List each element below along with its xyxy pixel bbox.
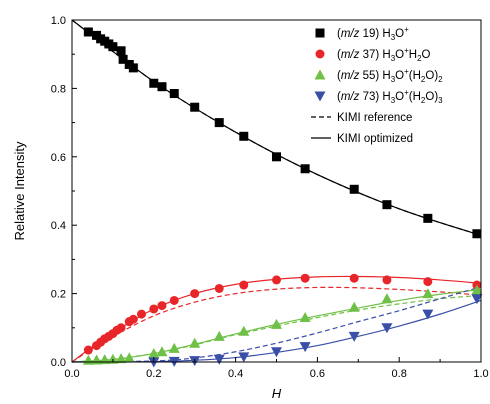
axis-ticks — [71, 19, 482, 363]
axis-tick-labels: 0.0 0.2 0.4 0.6 0.8 1.0 0.0 0.2 0.4 0.6 0.8 1.0 — [51, 15, 489, 380]
series-2-data-point — [148, 347, 160, 358]
y-tick-label: 0.2 — [51, 289, 66, 301]
series-2-data-point — [115, 353, 127, 364]
legend-marker-0 — [315, 28, 325, 38]
series-3-data-point — [238, 352, 250, 363]
series-2-data-point — [156, 346, 168, 357]
y-tick-label: 0.6 — [51, 152, 66, 164]
series-1-data-point — [214, 283, 224, 293]
series-3-data-point — [381, 323, 393, 334]
series-0-data-point — [472, 229, 482, 239]
series-1-data-point — [137, 309, 147, 319]
series-0-data-point — [116, 46, 126, 56]
series-0-data-point — [300, 164, 310, 174]
x-tick-label: 0.4 — [228, 368, 243, 380]
series-0-optimized-curve — [71, 19, 482, 237]
y-tick-label: 1.0 — [51, 15, 66, 27]
series-2-data-point — [471, 284, 483, 295]
y-tick-label: 0.8 — [51, 83, 66, 95]
legend-label-0: (m/z 19) H3O+ — [337, 25, 409, 42]
y-axis-title: Relative Intensity — [12, 141, 27, 240]
series-2-data-point — [213, 330, 225, 341]
series-0-reference-curve — [71, 19, 482, 237]
series-3-data-point — [299, 342, 311, 353]
series-2-data-point — [107, 353, 119, 364]
series-3-data-point — [271, 347, 282, 358]
series-0-data-point — [423, 213, 433, 223]
series-3-optimized-curve — [71, 299, 482, 363]
legend-marker-3 — [314, 91, 326, 102]
series-1-data-point — [239, 280, 249, 290]
series-2-data-point — [168, 342, 180, 353]
series-0-data-point — [214, 118, 224, 128]
legend-label-2: (m/z 55) H3O+(H2O)2 — [337, 67, 443, 84]
series-1-data-point — [349, 273, 359, 283]
x-axis-title: H — [272, 386, 282, 401]
series-0-data-point — [239, 131, 249, 141]
series-1-data-point — [300, 273, 310, 283]
x-tick-label: 0.2 — [146, 368, 161, 380]
x-tick-label: 0.8 — [392, 368, 407, 380]
series-0-data-point — [157, 82, 167, 92]
series-3-data-point — [471, 294, 483, 305]
series-1-data-point — [190, 289, 200, 299]
series-0-data-point — [190, 102, 200, 112]
series-2-data-point — [348, 301, 360, 312]
series-2-data-point — [271, 318, 282, 329]
data-markers — [82, 27, 483, 368]
series-0-data-point — [108, 42, 118, 52]
legend-marker-2 — [314, 69, 326, 80]
series-1-data-point — [128, 314, 138, 324]
series-2-data-point — [381, 293, 393, 304]
series-0-data-point — [272, 152, 281, 162]
series-0-data-point — [128, 63, 138, 73]
series-1-data-point — [169, 295, 179, 305]
series-3-data-point — [422, 309, 434, 320]
series-0-data-point — [169, 89, 179, 99]
legend-label-solid: KIMI optimized — [337, 133, 413, 145]
x-tick-label: 1.0 — [473, 368, 488, 380]
y-tick-label: 0.4 — [51, 220, 66, 232]
series-1-data-point — [83, 345, 93, 355]
legend-marker-1 — [315, 49, 325, 59]
x-tick-label: 0.0 — [64, 368, 79, 380]
series-2-data-point — [238, 325, 250, 336]
series-1-data-point — [272, 275, 281, 285]
series-3-data-point — [213, 354, 225, 365]
legend: (m/z 19) H3O+ (m/z 37) H3O+H2O (m/z 55) H3… — [311, 25, 443, 145]
series-0-data-point — [149, 78, 159, 88]
series-0-data-point — [83, 27, 93, 37]
series-1-data-point — [423, 277, 433, 287]
legend-label-dashed: KIMI reference — [337, 112, 412, 124]
series-0-data-point — [349, 184, 359, 194]
legend-label-3: (m/z 73) H3O+(H2O)3 — [337, 88, 443, 105]
series-1-data-point — [116, 323, 126, 333]
series-0-data-point — [382, 200, 392, 210]
series-2-data-point — [422, 288, 434, 299]
series-2-data-point — [299, 312, 311, 323]
series-3-data-point — [348, 331, 360, 342]
y-tick-label: 0.0 — [51, 357, 66, 369]
series-0-data-point — [118, 54, 128, 64]
legend-label-1: (m/z 37) H3O+H2O — [337, 46, 431, 63]
series-1-data-point — [382, 275, 392, 285]
series-1-reference-curve — [71, 286, 482, 363]
series-3-reference-curve — [71, 286, 482, 363]
series-2-data-point — [123, 352, 135, 363]
series-1-data-point — [149, 304, 159, 314]
series-1-data-point — [157, 301, 167, 311]
x-tick-label: 0.6 — [310, 368, 325, 380]
series-2-data-point — [189, 337, 201, 348]
